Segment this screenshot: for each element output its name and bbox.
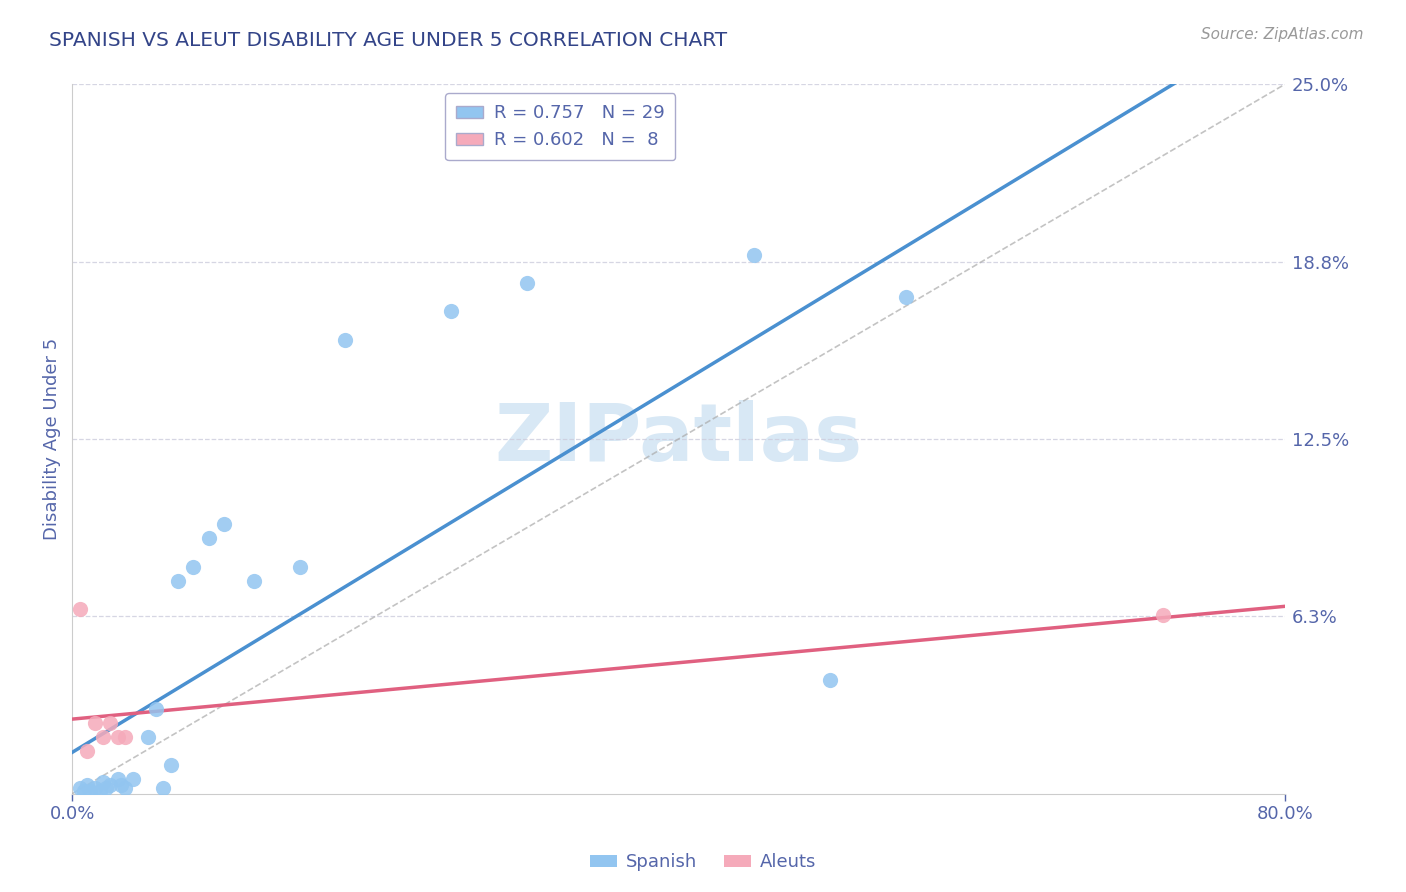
Point	[98, 778, 121, 792]
Point	[89, 784, 111, 798]
Point	[94, 780, 117, 795]
Point	[288, 559, 311, 574]
Point	[212, 517, 235, 532]
Point	[76, 778, 98, 792]
Point	[69, 780, 91, 795]
Point	[114, 780, 136, 795]
Point	[107, 730, 129, 744]
Point	[69, 602, 91, 616]
Point	[91, 775, 114, 789]
Point	[894, 290, 917, 304]
Text: Source: ZipAtlas.com: Source: ZipAtlas.com	[1201, 27, 1364, 42]
Point	[440, 304, 463, 318]
Point	[818, 673, 841, 688]
Point	[84, 715, 107, 730]
Point	[742, 247, 765, 261]
Point	[333, 333, 356, 347]
Legend: R = 0.757   N = 29, R = 0.602   N =  8: R = 0.757 N = 29, R = 0.602 N = 8	[444, 94, 675, 161]
Point	[121, 772, 143, 787]
Point	[136, 730, 159, 744]
Point	[243, 574, 266, 588]
Point	[79, 784, 101, 798]
Point	[76, 744, 98, 758]
Text: ZIPatlas: ZIPatlas	[495, 400, 862, 478]
Point	[73, 784, 96, 798]
Point	[1152, 607, 1174, 622]
Point	[84, 780, 107, 795]
Point	[516, 276, 538, 290]
Point	[159, 758, 181, 772]
Point	[98, 715, 121, 730]
Point	[197, 532, 219, 546]
Text: SPANISH VS ALEUT DISABILITY AGE UNDER 5 CORRELATION CHART: SPANISH VS ALEUT DISABILITY AGE UNDER 5 …	[49, 31, 727, 50]
Point	[114, 730, 136, 744]
Legend: Spanish, Aleuts: Spanish, Aleuts	[582, 847, 824, 879]
Point	[107, 772, 129, 787]
Point	[145, 701, 167, 715]
Point	[91, 730, 114, 744]
Point	[183, 559, 205, 574]
Y-axis label: Disability Age Under 5: Disability Age Under 5	[44, 338, 60, 541]
Point	[167, 574, 190, 588]
Point	[152, 780, 174, 795]
Point	[110, 778, 132, 792]
